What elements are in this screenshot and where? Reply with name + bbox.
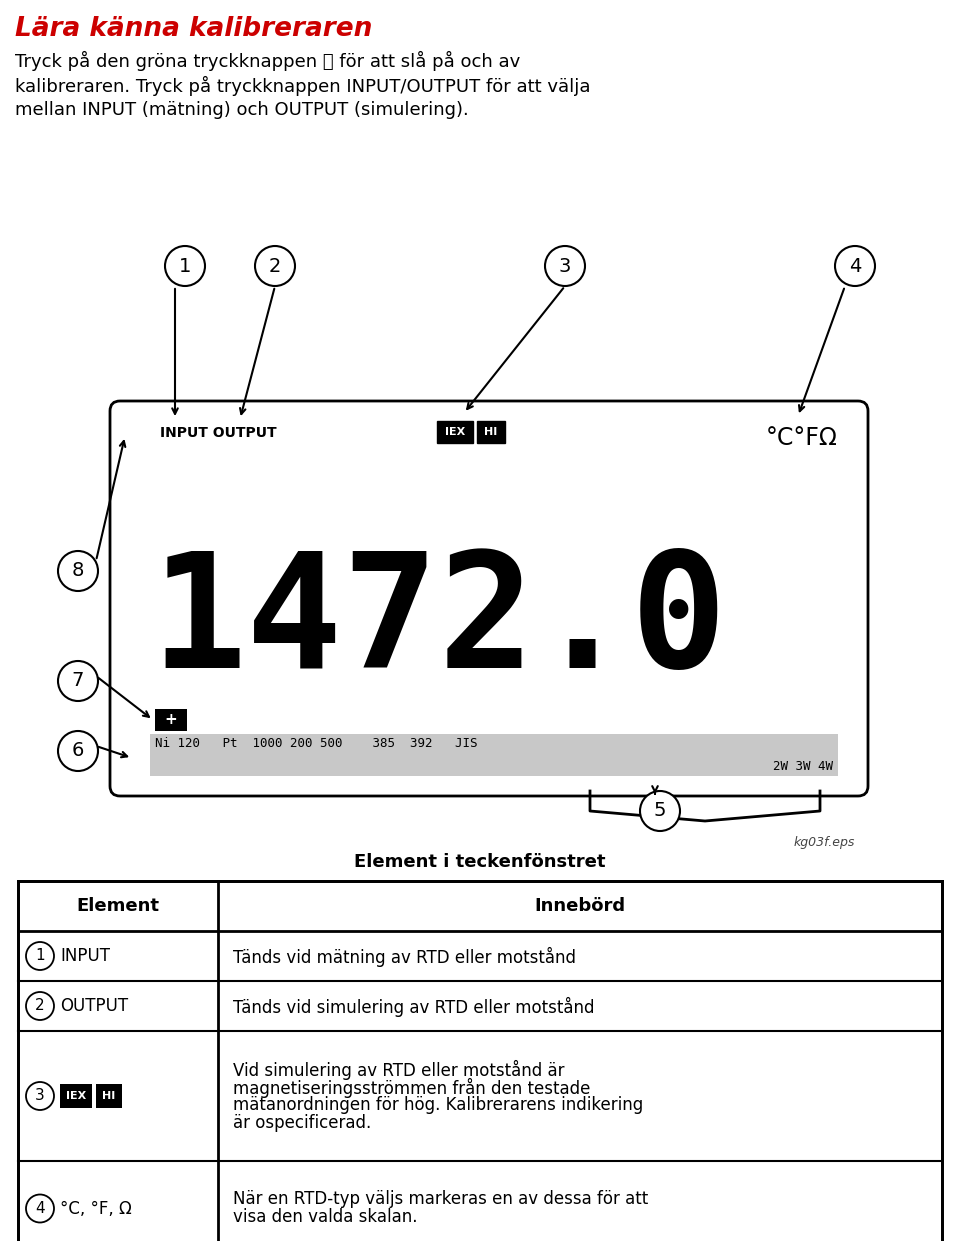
- Text: Element i teckenfönstret: Element i teckenfönstret: [354, 853, 606, 871]
- Text: kg03f.eps: kg03f.eps: [794, 836, 855, 849]
- Circle shape: [255, 246, 295, 285]
- Text: HI: HI: [103, 1091, 115, 1101]
- Text: visa den valda skalan.: visa den valda skalan.: [233, 1209, 418, 1226]
- Text: kalibreraren. Tryck på tryckknappen INPUT/OUTPUT för att välja: kalibreraren. Tryck på tryckknappen INPU…: [15, 76, 590, 96]
- Text: °C, °F, Ω: °C, °F, Ω: [60, 1200, 132, 1217]
- Text: Ni 120   Pt  1000 200 500    385  392   JIS: Ni 120 Pt 1000 200 500 385 392 JIS: [155, 737, 477, 750]
- Text: 4: 4: [36, 1201, 45, 1216]
- Text: Element: Element: [77, 897, 159, 915]
- Text: 1: 1: [36, 948, 45, 963]
- Text: mätanordningen för hög. Kalibrerarens indikering: mätanordningen för hög. Kalibrerarens in…: [233, 1096, 643, 1114]
- Text: +: +: [164, 712, 178, 727]
- Text: °C°FΩ: °C°FΩ: [766, 426, 838, 450]
- Text: Tryck på den gröna tryckknappen ⓘ för att slå på och av: Tryck på den gröna tryckknappen ⓘ för at…: [15, 51, 520, 71]
- Text: Innebörd: Innebörd: [535, 897, 626, 915]
- Text: När en RTD-typ väljs markeras en av dessa för att: När en RTD-typ väljs markeras en av dess…: [233, 1190, 648, 1209]
- Text: INPUT OUTPUT: INPUT OUTPUT: [160, 426, 276, 441]
- FancyBboxPatch shape: [477, 421, 505, 443]
- Circle shape: [58, 551, 98, 591]
- FancyBboxPatch shape: [60, 1083, 92, 1108]
- Text: IEX: IEX: [444, 427, 466, 437]
- Text: 8: 8: [72, 561, 84, 581]
- Text: 1472.0: 1472.0: [150, 546, 727, 701]
- Text: 7: 7: [72, 671, 84, 690]
- Text: Tänds vid mätning av RTD eller motstånd: Tänds vid mätning av RTD eller motstånd: [233, 947, 576, 967]
- Circle shape: [26, 1195, 54, 1222]
- Text: Lära känna kalibreraren: Lära känna kalibreraren: [15, 16, 372, 42]
- FancyBboxPatch shape: [437, 421, 473, 443]
- Text: 5: 5: [654, 802, 666, 820]
- Text: 2W 3W 4W: 2W 3W 4W: [773, 759, 833, 773]
- Text: är ospecificerad.: är ospecificerad.: [233, 1114, 372, 1132]
- Circle shape: [26, 992, 54, 1020]
- Circle shape: [26, 942, 54, 970]
- Text: 6: 6: [72, 742, 84, 761]
- FancyBboxPatch shape: [155, 709, 187, 731]
- Text: INPUT: INPUT: [60, 947, 110, 965]
- Circle shape: [640, 791, 680, 831]
- Text: 3: 3: [559, 257, 571, 276]
- Text: IEX: IEX: [66, 1091, 86, 1101]
- Text: 2: 2: [36, 999, 45, 1014]
- Text: Tänds vid simulering av RTD eller motstånd: Tänds vid simulering av RTD eller motstå…: [233, 997, 594, 1018]
- Circle shape: [165, 246, 205, 285]
- Circle shape: [58, 731, 98, 771]
- Circle shape: [545, 246, 585, 285]
- Circle shape: [58, 661, 98, 701]
- FancyBboxPatch shape: [150, 733, 838, 776]
- Circle shape: [835, 246, 875, 285]
- Text: HI: HI: [485, 427, 497, 437]
- Bar: [18, 881, 942, 1241]
- Text: OUTPUT: OUTPUT: [60, 997, 128, 1015]
- Text: magnetiseringsströmmen från den testade: magnetiseringsströmmen från den testade: [233, 1078, 590, 1098]
- Text: 1: 1: [179, 257, 191, 276]
- Text: 2: 2: [269, 257, 281, 276]
- Text: Vid simulering av RTD eller motstånd är: Vid simulering av RTD eller motstånd är: [233, 1060, 564, 1080]
- Text: 4: 4: [849, 257, 861, 276]
- Text: mellan INPUT (mätning) och OUTPUT (simulering).: mellan INPUT (mätning) och OUTPUT (simul…: [15, 101, 468, 119]
- FancyBboxPatch shape: [110, 401, 868, 795]
- Circle shape: [26, 1082, 54, 1109]
- FancyBboxPatch shape: [96, 1083, 122, 1108]
- Text: 3: 3: [36, 1088, 45, 1103]
